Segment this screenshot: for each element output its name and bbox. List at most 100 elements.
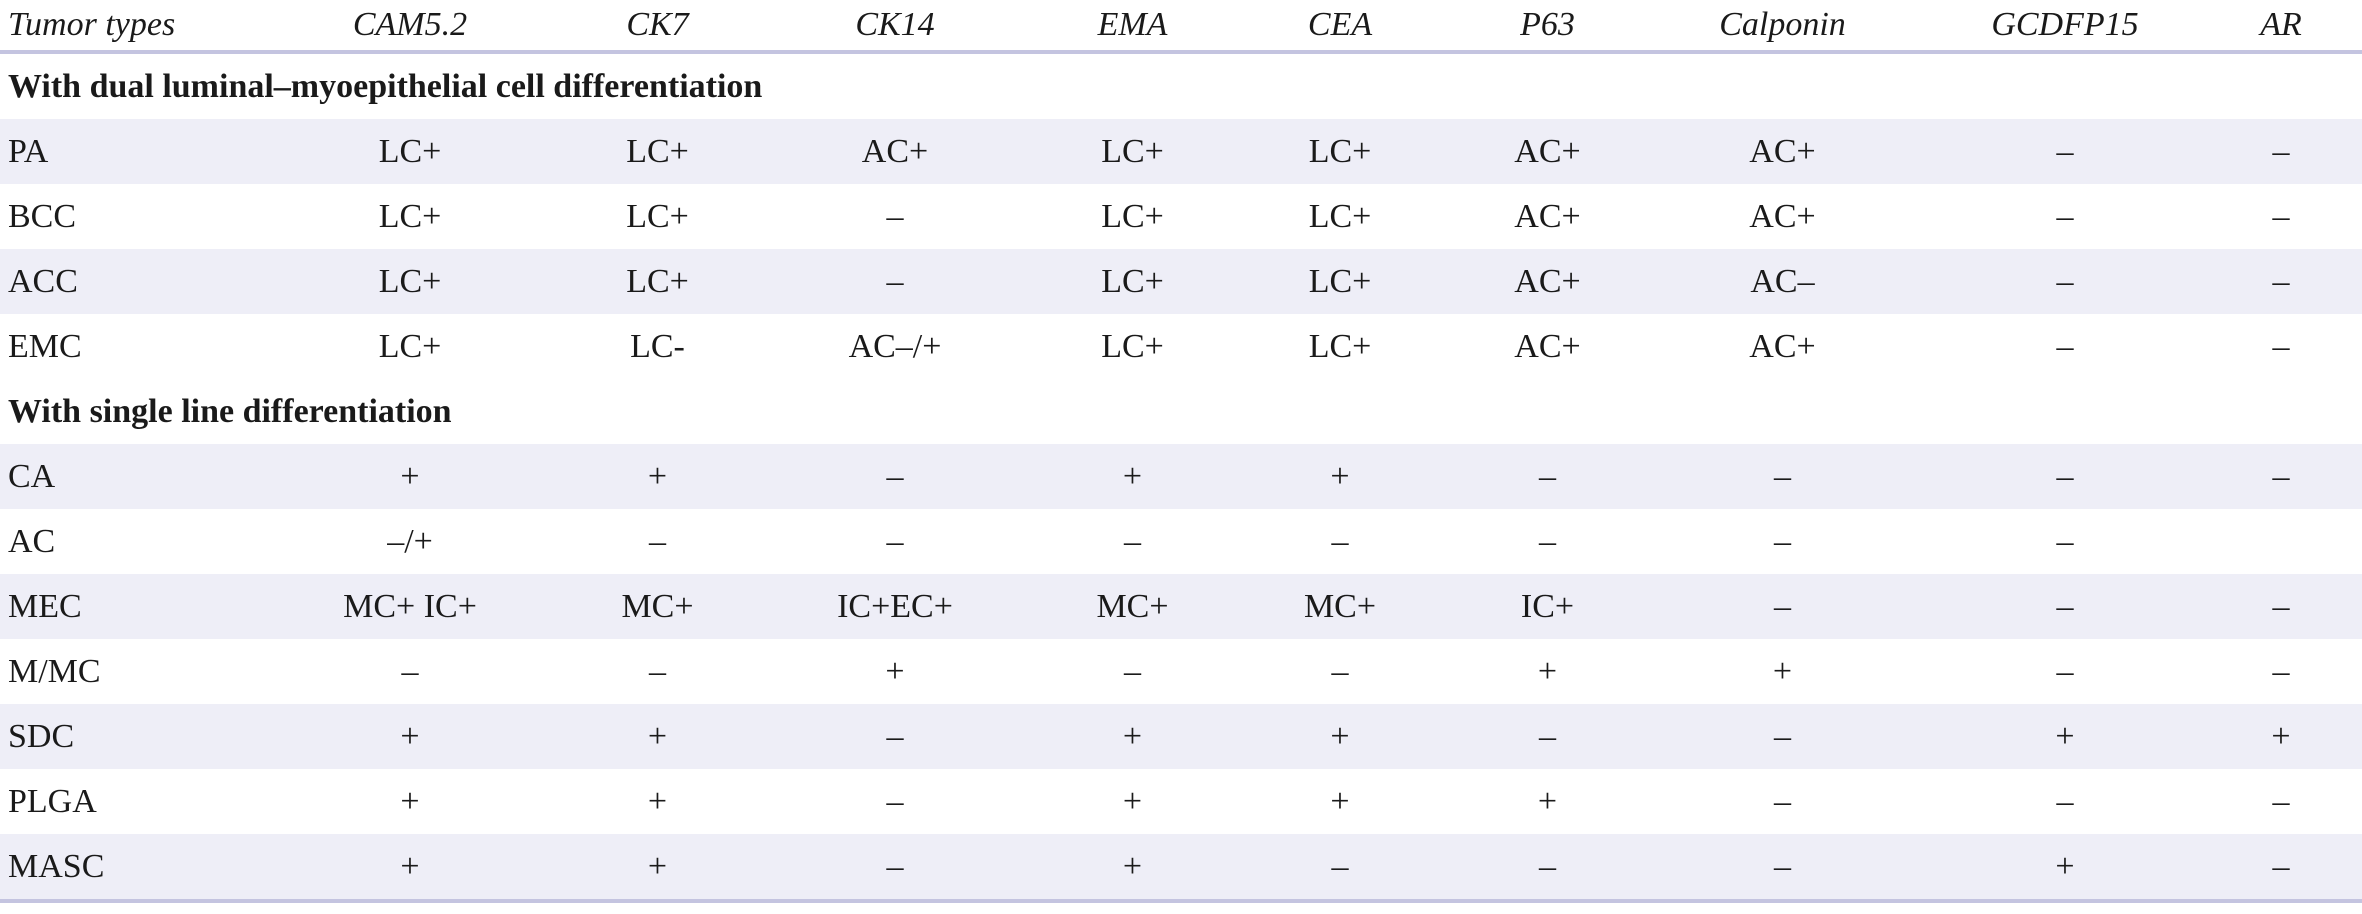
table-cell: +: [647, 782, 668, 820]
table-cell: AC+: [1460, 249, 1635, 314]
row-label: BCC: [8, 197, 77, 235]
table-cell: +: [1537, 782, 1558, 820]
table-cell: –: [2272, 652, 2290, 690]
table-cell: –: [2272, 197, 2290, 235]
table-cell: –: [1331, 652, 1349, 690]
row-label: SDC: [0, 704, 250, 769]
table-row: PLGA + + – + + + – – –: [0, 769, 2362, 834]
table-cell: –: [2200, 119, 2362, 184]
row-label: ACC: [0, 249, 250, 314]
table-cell: LC+: [1308, 327, 1372, 365]
table-cell: –/+: [387, 522, 433, 560]
table-cell: –: [1331, 522, 1349, 560]
section-title: With single line differentiation: [8, 392, 452, 430]
table-cell: AC–: [1635, 249, 1930, 314]
table-cell: AC+: [1749, 197, 1816, 235]
table-cell: +: [250, 444, 570, 509]
table-cell: AC+: [1635, 119, 1930, 184]
table-row: SDC + + – + + – – + +: [0, 704, 2362, 769]
table-cell: +: [570, 704, 745, 769]
table-cell: [2200, 509, 2362, 574]
table-cell: –: [1635, 444, 1930, 509]
table-cell: AC–/+: [848, 327, 942, 365]
table-cell: –: [886, 782, 904, 820]
table-cell: LC+: [1045, 119, 1220, 184]
table-cell: +: [1045, 834, 1220, 901]
row-label: PLGA: [8, 782, 97, 820]
table-cell: +: [1220, 704, 1460, 769]
column-header: CK14: [855, 6, 935, 43]
table-cell: –: [649, 652, 666, 690]
table-cell: –: [1124, 652, 1141, 690]
table-row: MEC MC+ IC+ MC+ IC+EC+ MC+ MC+ IC+ – – –: [0, 574, 2362, 639]
table-cell: +: [1045, 444, 1220, 509]
table-header: Tumor types CAM5.2 CK7 CK14 EMA CEA P63 Calponi…: [0, 0, 2362, 52]
table-cell: –: [2272, 327, 2290, 365]
table-cell: +: [1045, 704, 1220, 769]
table-cell: –: [886, 522, 904, 560]
table-cell: –: [2056, 782, 2074, 820]
table-cell: –: [1930, 444, 2200, 509]
table-cell: +: [1930, 834, 2200, 901]
table-cell: –: [2056, 327, 2074, 365]
table-cell: LC+: [250, 119, 570, 184]
table-cell: LC+: [626, 197, 689, 235]
row-label: M/MC: [8, 652, 101, 690]
column-header: CEA: [1307, 6, 1373, 43]
table-cell: –: [886, 197, 904, 235]
table-cell: –: [1635, 834, 1930, 901]
table-cell: MC+: [1045, 574, 1220, 639]
table-row: CA + + – + + – – – –: [0, 444, 2362, 509]
table-cell: –: [401, 652, 419, 690]
table-cell: LC+: [250, 249, 570, 314]
table-cell: –: [1774, 522, 1791, 560]
row-label: MASC: [0, 834, 250, 901]
table-cell: –: [1930, 249, 2200, 314]
column-header: CAM5.2: [352, 6, 468, 43]
table-cell: –: [745, 444, 1045, 509]
table-cell: –: [1539, 522, 1556, 560]
table-row: M/MC – – + – – + + – –: [0, 639, 2362, 704]
column-header: EMA: [1097, 6, 1168, 43]
table-cell: –: [1460, 704, 1635, 769]
column-header: CK7: [626, 6, 689, 43]
table-cell: +: [570, 834, 745, 901]
table-cell: IC+EC+: [745, 574, 1045, 639]
table-body: With dual luminal–myoepithelial cell dif…: [0, 52, 2362, 901]
table-row: MASC + + – + – – – + –: [0, 834, 2362, 901]
table-cell: +: [250, 704, 570, 769]
table-cell: –: [1635, 574, 1930, 639]
table-cell: +: [885, 652, 905, 690]
table-cell: MC+: [570, 574, 745, 639]
table-cell: +: [1930, 704, 2200, 769]
table-cell: –: [1635, 704, 1930, 769]
table-cell: –: [2200, 574, 2362, 639]
table-cell: –: [1774, 782, 1791, 820]
table-cell: LC+: [1101, 197, 1164, 235]
column-header: P63: [1520, 6, 1575, 43]
section-row: With dual luminal–myoepithelial cell dif…: [0, 52, 2362, 119]
table-cell: LC+: [570, 119, 745, 184]
table-cell: LC+: [1220, 249, 1460, 314]
row-label: CA: [0, 444, 250, 509]
table-row: AC –/+ – – – – – – –: [0, 509, 2362, 574]
row-label: PA: [0, 119, 250, 184]
table-cell: –: [1460, 834, 1635, 901]
table-cell: +: [400, 782, 420, 820]
table-cell: AC+: [1514, 197, 1581, 235]
table-cell: –: [2200, 249, 2362, 314]
table-cell: +: [1330, 782, 1350, 820]
table-cell: –: [2056, 197, 2074, 235]
table-cell: AC+: [1514, 327, 1581, 365]
table-cell: LC+: [1101, 327, 1164, 365]
table-cell: –: [1124, 522, 1141, 560]
table-cell: –: [745, 834, 1045, 901]
table-cell: –: [2056, 522, 2074, 560]
table-cell: +: [570, 444, 745, 509]
table-cell: +: [1772, 652, 1793, 690]
row-label: AC: [8, 522, 56, 560]
table-cell: LC+: [378, 197, 442, 235]
table-cell: –: [1220, 834, 1460, 901]
